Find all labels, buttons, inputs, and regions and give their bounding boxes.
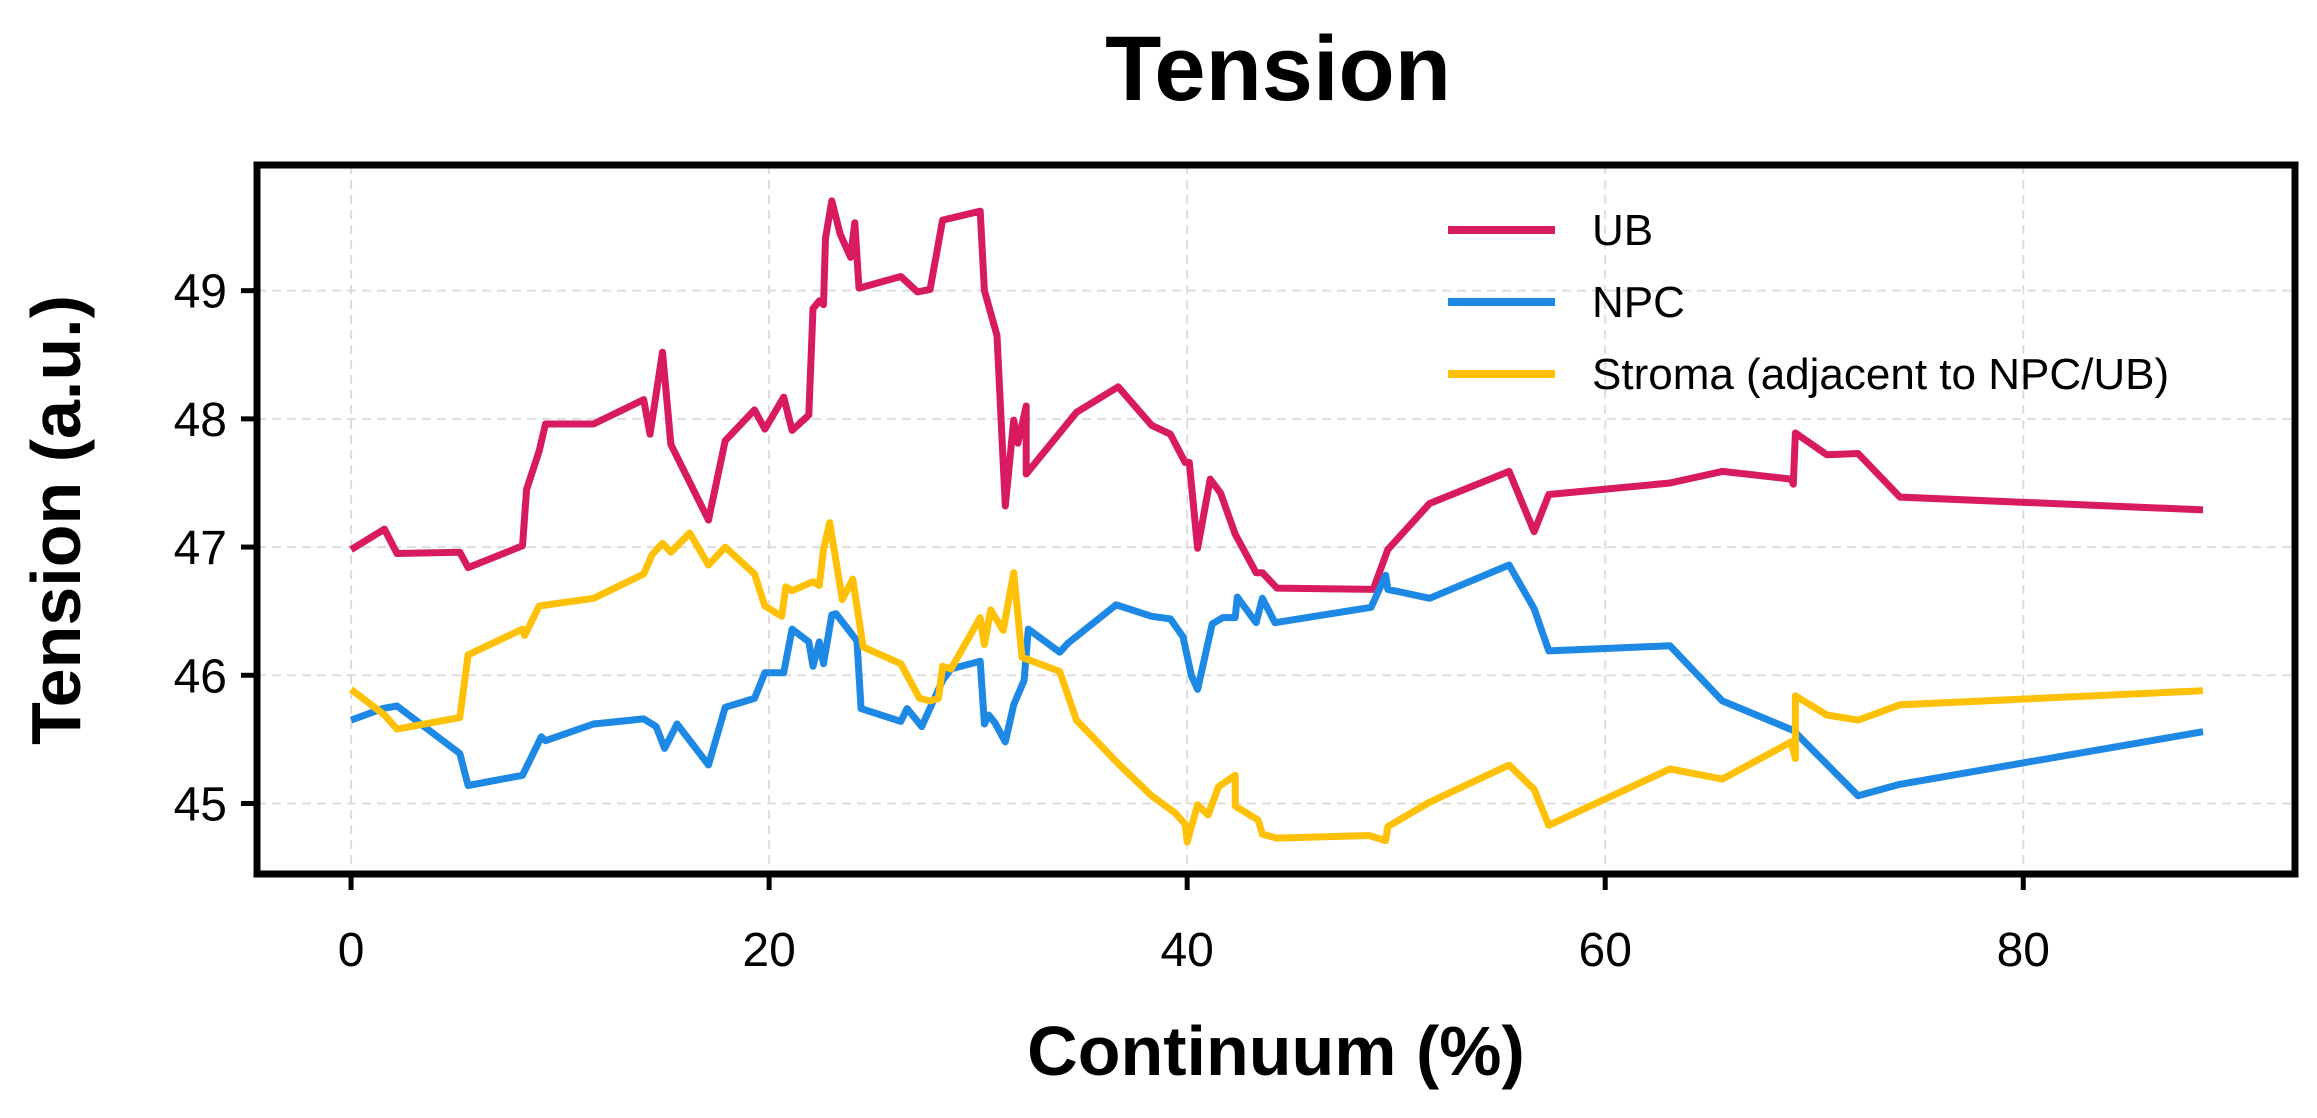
y-tick-label-1: 46 [174,650,227,703]
x-axis-label: Continuum (%) [1027,1012,1525,1090]
x-tick-label-0: 0 [338,924,365,977]
y-tick-label-4: 49 [174,266,227,319]
series-line-0 [349,197,2204,593]
chart-title: Tension [1105,18,1451,120]
legend-label-2: Stroma (adjacent to NPC/UB) [1592,350,2169,399]
legend-label-1: NPC [1592,278,1685,327]
y-tick-label-2: 47 [174,522,227,575]
grid-lines [257,165,2295,874]
y-axis-ticks: 45 46 47 48 49 [174,266,257,831]
y-axis-label: Tension (a.u.) [17,295,95,745]
x-axis-ticks: 0 20 40 60 80 [338,874,2050,977]
x-tick-label-3: 60 [1579,924,1632,977]
plot-area-frame [253,161,2299,878]
series-line-1 [349,561,2204,800]
x-tick-label-2: 40 [1160,924,1213,977]
series-line-2 [348,519,2204,846]
x-tick-label-4: 80 [1997,924,2050,977]
legend: UB NPC Stroma (adjacent to NPC/UB) [1448,206,2169,399]
series-lines [348,197,2204,846]
x-tick-label-1: 20 [742,924,795,977]
legend-label-0: UB [1592,206,1653,255]
y-tick-label-0: 45 [174,778,227,831]
y-tick-label-3: 48 [174,394,227,447]
